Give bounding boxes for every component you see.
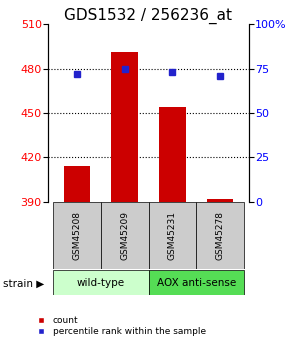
Bar: [64, 166, 90, 202]
Text: AOX anti-sense: AOX anti-sense: [157, 278, 236, 287]
Text: GSM45278: GSM45278: [216, 211, 225, 260]
Bar: [148, 202, 196, 269]
Text: GSM45209: GSM45209: [120, 211, 129, 260]
Bar: [111, 52, 138, 202]
Bar: [53, 202, 100, 269]
Text: wild-type: wild-type: [76, 278, 125, 287]
Bar: [148, 270, 244, 295]
Text: GSM45208: GSM45208: [72, 211, 81, 260]
Bar: [159, 107, 186, 202]
Text: strain ▶: strain ▶: [3, 279, 44, 288]
Bar: [207, 199, 233, 202]
Title: GDS1532 / 256236_at: GDS1532 / 256236_at: [64, 8, 233, 24]
Text: GSM45231: GSM45231: [168, 211, 177, 260]
Bar: [100, 202, 148, 269]
Legend: count, percentile rank within the sample: count, percentile rank within the sample: [28, 313, 210, 339]
Bar: [196, 202, 244, 269]
Bar: [53, 270, 148, 295]
